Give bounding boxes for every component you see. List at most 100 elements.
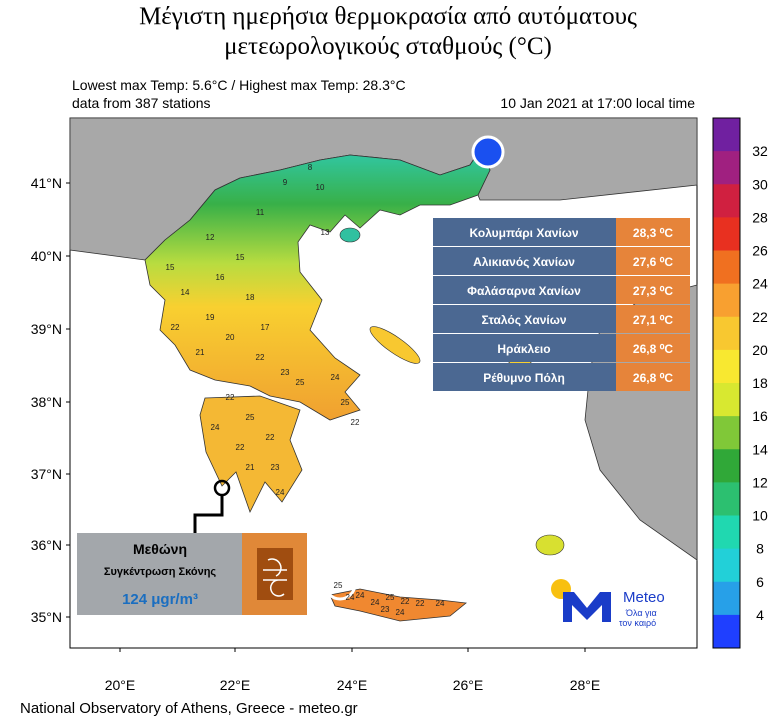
lat-label: 39°N — [31, 321, 62, 337]
station-value: 25 — [296, 378, 305, 387]
footer: National Observatory of Athens, Greece -… — [20, 700, 358, 717]
colorbar-label: 24 — [752, 276, 768, 292]
table-station: Φαλάσαρνα Χανίων — [467, 284, 581, 298]
inset-station: Μεθώνη — [133, 541, 187, 557]
table-name-cell — [433, 218, 616, 246]
lat-label: 40°N — [31, 248, 62, 264]
highlight-ring — [323, 567, 357, 601]
colorbar-segment — [713, 515, 740, 550]
station-value: 25 — [341, 398, 350, 407]
lon-label: 26°E — [453, 677, 484, 693]
station-value: 22 — [236, 443, 245, 452]
colorbar-segment — [713, 383, 740, 417]
station-value: 24 — [371, 598, 380, 607]
lon-label: 22°E — [220, 677, 251, 693]
logo: Meteo Όλα για τον καιρό — [551, 579, 665, 628]
colorbar-label: 32 — [752, 143, 768, 159]
logo-tagline: τον καιρό — [619, 618, 656, 628]
dust-icon — [257, 548, 293, 600]
station-value: 15 — [166, 263, 175, 272]
title: μετεωρολογικούς σταθμούς (°C) — [224, 33, 552, 60]
colorbar-label: 22 — [752, 309, 768, 325]
table-value-cell — [616, 305, 690, 333]
station-value: 22 — [226, 393, 235, 402]
station-value: 17 — [261, 323, 270, 332]
table-value-cell — [616, 334, 690, 362]
inset-panel — [77, 533, 242, 615]
lat-label: 35°N — [31, 609, 62, 625]
station-value: 24 — [276, 488, 285, 497]
inset-box: Μεθώνη Συγκέντρωση Σκόνης 124 μgr/m³ — [77, 533, 307, 615]
logo-name: Meteo — [623, 589, 665, 606]
lat-label: 36°N — [31, 537, 62, 553]
colorbar-segment — [713, 416, 740, 450]
station-value: 24 — [331, 373, 340, 382]
colorbar-label: 20 — [752, 342, 768, 358]
station-value: 22 — [401, 597, 410, 606]
inset-value: 124 μgr/m³ — [122, 591, 198, 608]
axis-labels: 41°N 40°N 39°N 38°N 37°N 36°N 35°N 20°E 22°E 24°E… — [31, 175, 601, 693]
stats: Lowest max Temp: 5.6°C / Highest max Tem… — [72, 77, 406, 93]
table-station: Κολυμπάρι Χανίων — [469, 226, 578, 240]
dust-icon-lines — [263, 558, 287, 597]
colorbar-label: 18 — [752, 375, 768, 391]
table-station: Σταλός Χανίων — [481, 313, 566, 327]
station-value: 14 — [181, 288, 190, 297]
table-name-cell — [433, 334, 616, 362]
station-value: 24 — [346, 593, 355, 602]
station-value: 19 — [206, 313, 215, 322]
table-value-cell — [616, 247, 690, 275]
station-value: 16 — [216, 273, 225, 282]
logo-tagline: Όλα για — [625, 608, 657, 618]
colorbar-segment — [713, 184, 740, 218]
station-value: 15 — [236, 253, 245, 262]
colorbar-segment — [713, 250, 740, 285]
colorbar: 32 30 28 26 24 22 20 18 16 14 12 10 8 6 4 — [712, 117, 768, 649]
station-value: 23 — [381, 605, 390, 614]
crete — [329, 588, 467, 622]
table-value-cell — [616, 363, 690, 391]
station-value: 22 — [351, 418, 360, 427]
lat-label: 37°N — [31, 466, 62, 482]
colorbar-label: 14 — [752, 441, 768, 457]
colorbar-segment — [713, 449, 740, 483]
colorbar-frame — [712, 117, 741, 649]
station-value: 20 — [226, 333, 235, 342]
station-value: 21 — [196, 348, 205, 357]
lon-label: 24°E — [337, 677, 368, 693]
table-name-cell — [433, 276, 616, 304]
station-value: 8 — [308, 163, 313, 172]
colorbar-segment — [713, 349, 740, 384]
table-temp: 27,6 ⁰C — [633, 255, 674, 269]
station-value: 24 — [436, 599, 445, 608]
colorbar-segment — [713, 581, 740, 616]
colorbar-label: 16 — [752, 408, 768, 424]
table-temp: 28,3 ⁰C — [633, 226, 674, 240]
table-name-cell — [433, 247, 616, 275]
colorbar-segment — [713, 217, 740, 251]
mainland — [144, 149, 491, 421]
station-value: 22 — [256, 353, 265, 362]
highlight-ring — [471, 135, 505, 169]
table-value-cell — [616, 218, 690, 246]
colorbar-segment — [713, 614, 740, 649]
colorbar-label: 8 — [756, 541, 764, 557]
station-value: 11 — [256, 208, 265, 217]
table-temp: 27,3 ⁰C — [633, 284, 674, 298]
colorbar-label: 6 — [756, 574, 764, 590]
station-value: 25 — [334, 581, 343, 590]
station-value: 25 — [246, 413, 255, 422]
colorbar-segment — [713, 283, 740, 318]
table-station: Ηράκλειο — [497, 342, 550, 356]
colorbar-label: 10 — [752, 508, 768, 524]
station-value: 21 — [246, 463, 255, 472]
table-temp: 26,8 ⁰C — [633, 371, 674, 385]
colorbar-label: 4 — [756, 607, 764, 623]
colorbar-segment — [713, 482, 740, 516]
station-value: 24 — [211, 423, 220, 432]
station-table: Κολυμπάρι Χανίων 28,3 ⁰C Αλικιανός Χανίων 2… — [433, 218, 690, 391]
island — [369, 326, 421, 364]
station-value: 18 — [246, 293, 255, 302]
station-value: 9 — [283, 178, 288, 187]
